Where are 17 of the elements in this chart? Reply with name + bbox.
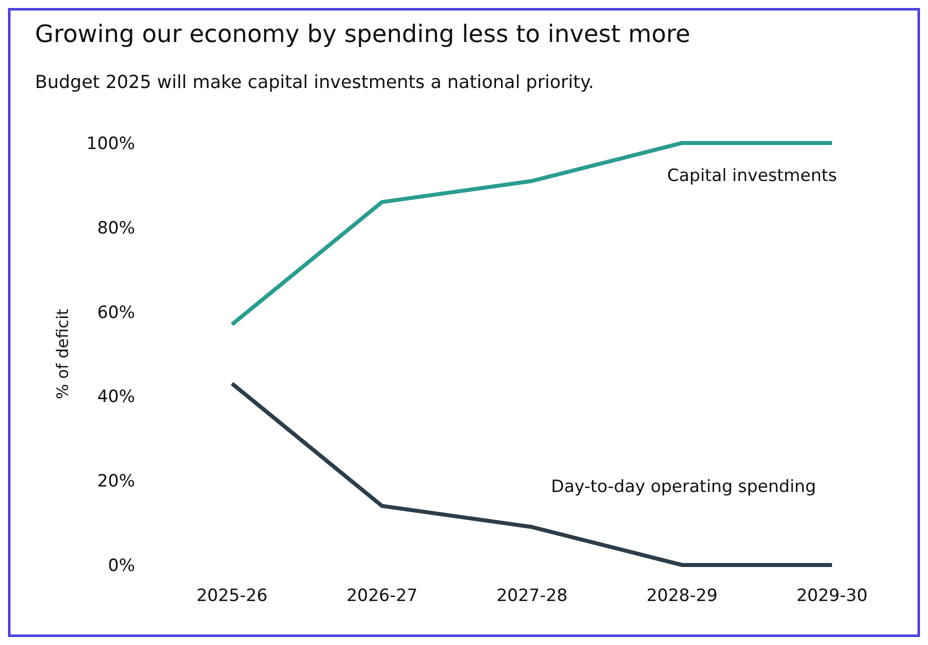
y-tick-label: 40%: [97, 387, 135, 408]
series-label: Capital investments: [667, 166, 838, 186]
y-tick-label: 60%: [97, 302, 135, 323]
y-tick-label: 80%: [97, 218, 135, 238]
series-label: Day-to-day operating spending: [551, 477, 816, 497]
y-tick-label: 0%: [108, 556, 135, 576]
y-tick-label: 100%: [86, 134, 135, 154]
x-tick-label: 2028-29: [646, 586, 718, 606]
x-tick-label: 2029-30: [796, 586, 868, 606]
y-axis-title: % of deficit: [53, 308, 72, 400]
x-tick-label: 2027-28: [496, 586, 568, 606]
x-tick-label: 2025-26: [196, 586, 268, 606]
y-tick-label: 20%: [97, 472, 135, 492]
x-tick-label: 2026-27: [346, 586, 418, 606]
chart-title: Growing our economy by spending less to invest more: [35, 20, 690, 48]
chart-subtitle: Budget 2025 will make capital investments a national priority.: [35, 72, 594, 93]
line-series: [230, 382, 834, 567]
